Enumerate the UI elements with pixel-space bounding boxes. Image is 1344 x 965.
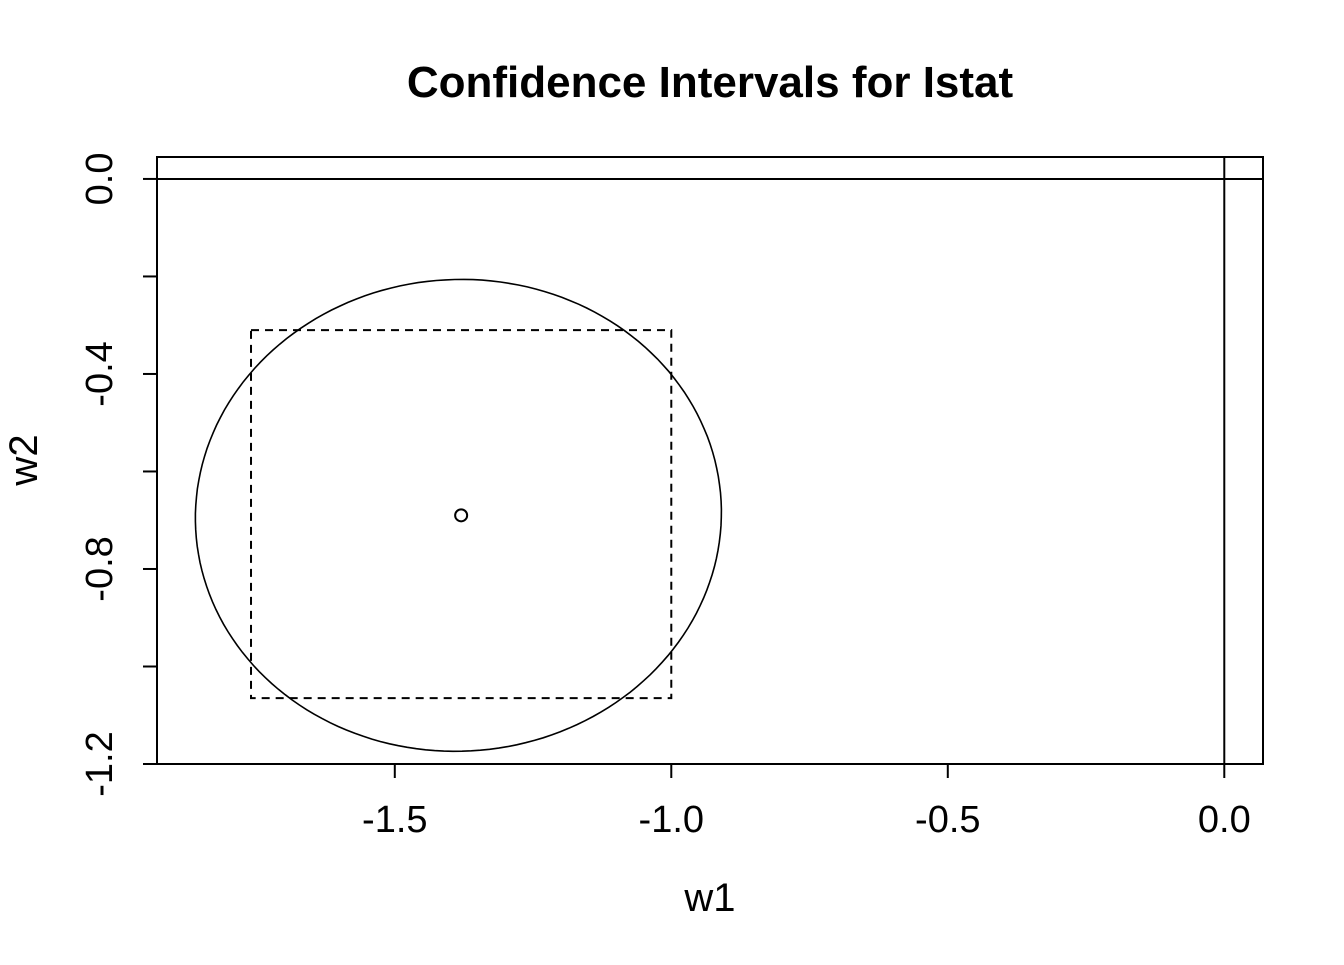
x-tick-label: -1.0	[639, 799, 704, 841]
plot-marks: -1.5 -1.0 -0.5 0.0 -1.2 -0.8 -0.4 0.0	[79, 153, 1263, 841]
plot-frame	[156, 156, 1264, 765]
y-tick-label: -0.8	[79, 536, 121, 601]
y-tick-label: 0.0	[79, 153, 121, 206]
confidence-ellipse	[194, 278, 723, 753]
y-axis-label: w2	[2, 434, 46, 486]
y-tick-label: -0.4	[79, 341, 121, 406]
interval-rectangle	[250, 329, 673, 700]
point-estimate	[454, 508, 469, 523]
x-axis-label: w1	[683, 876, 735, 920]
x-tick-label: -1.5	[362, 799, 427, 841]
y-tick-label: -1.2	[79, 731, 121, 796]
x-tick-label: 0.0	[1198, 799, 1251, 841]
x-tick-label: -0.5	[915, 799, 980, 841]
chart-title: Confidence Intervals for Istat	[407, 58, 1014, 107]
